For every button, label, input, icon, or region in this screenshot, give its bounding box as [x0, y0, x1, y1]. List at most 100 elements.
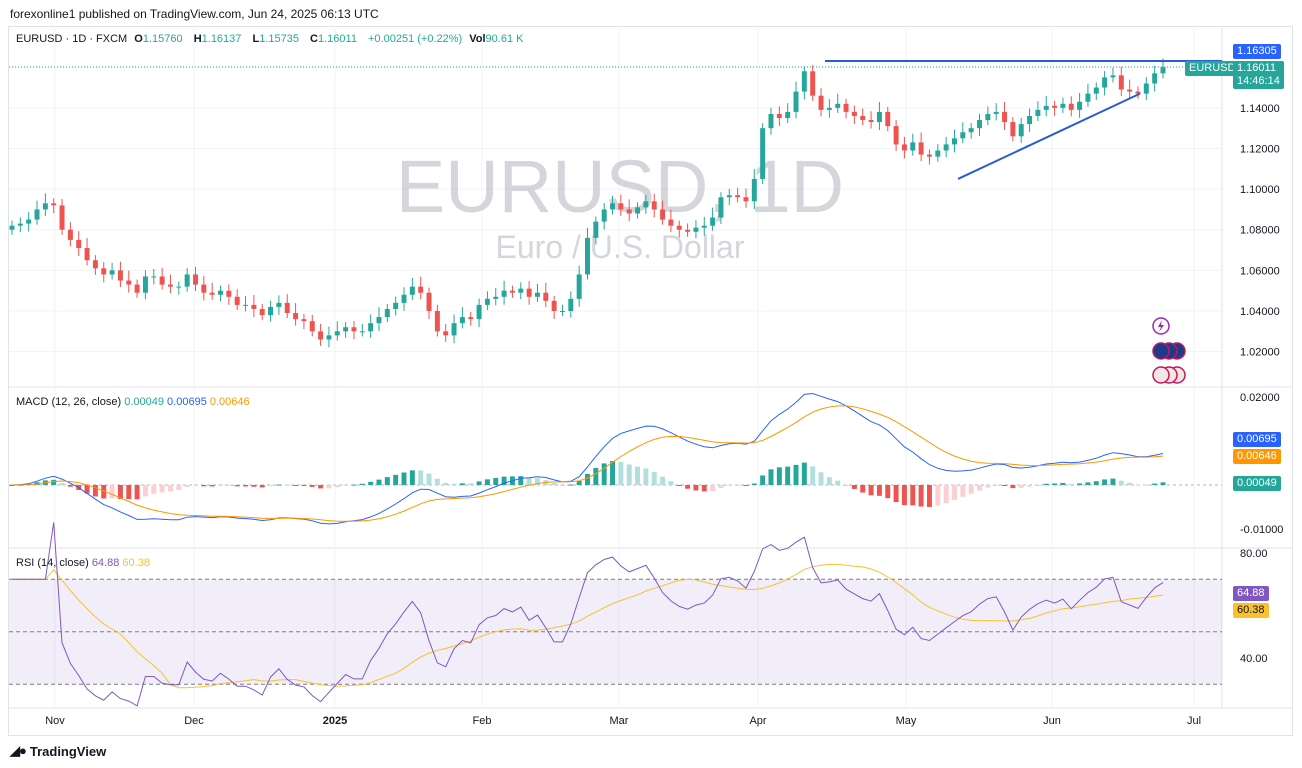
candle-body	[393, 302, 399, 309]
macd-histogram-bar	[126, 485, 132, 500]
candle-body	[384, 308, 390, 318]
macd-histogram-bar	[409, 470, 415, 485]
candle-body	[559, 311, 565, 312]
candle-body	[810, 71, 816, 96]
rsi-tick-label: 40.00	[1240, 653, 1268, 665]
symbol-tag: EURUSD	[1185, 61, 1240, 76]
macd-histogram-bar	[326, 485, 332, 489]
macd-histogram-bar	[159, 485, 165, 493]
macd-histogram-bar	[276, 484, 282, 486]
signal-line	[11, 405, 1164, 522]
macd-histogram-bar	[209, 485, 215, 487]
macd-histogram-bar	[960, 485, 966, 497]
macd-histogram-bar	[184, 485, 190, 487]
rsi-value: 64.88	[91, 557, 120, 569]
macd-histogram-bar	[751, 483, 757, 485]
macd-histogram-bar	[426, 473, 432, 485]
candle-body	[293, 313, 299, 320]
histogram-tag: 0.00049	[1233, 476, 1281, 491]
macd-histogram-bar	[801, 462, 807, 485]
macd-histogram-bar	[1043, 483, 1049, 485]
macd-histogram-bar	[968, 485, 974, 494]
macd-histogram-bar	[760, 475, 766, 485]
macd-histogram-bar	[810, 466, 816, 485]
macd-histogram-bar	[384, 477, 390, 485]
candle-body	[910, 142, 916, 151]
footer-brand[interactable]: ◢● TradingView	[10, 743, 106, 759]
candle-body	[551, 300, 557, 311]
macd-histogram-bar	[926, 485, 932, 507]
candle-body	[92, 260, 98, 269]
candle-body	[651, 201, 657, 210]
symbol-title[interactable]: EURUSD · 1D · FXCM	[16, 33, 128, 45]
candle-body	[1152, 73, 1158, 84]
macd-histogram-bar	[693, 485, 699, 491]
candle-body	[1018, 124, 1024, 137]
us-flag-icon[interactable]	[1152, 366, 1170, 384]
close-value: 1.16011	[317, 33, 357, 45]
candle-body	[801, 71, 807, 92]
candle-body	[977, 120, 982, 129]
macd-histogram-bar	[593, 467, 599, 485]
candle-body	[301, 319, 307, 322]
macd-histogram-bar	[142, 485, 148, 497]
event-markers[interactable]	[1150, 316, 1194, 386]
signal-line-tag: 0.00646	[1233, 449, 1281, 464]
macd-histogram-bar	[626, 464, 632, 485]
rsi-title[interactable]: RSI (14, close)	[16, 557, 89, 569]
candle-body	[134, 284, 140, 293]
macd-histogram-bar	[1160, 482, 1166, 485]
candle-body	[434, 311, 440, 332]
macd-line-tag: 0.00695	[1233, 432, 1281, 447]
candle-body	[426, 292, 432, 311]
macd-histogram-bar	[918, 485, 924, 507]
candle-body	[776, 113, 782, 119]
candle-body	[843, 103, 849, 112]
time-tick-label: Jun	[1043, 715, 1061, 727]
open-value: 1.15760	[142, 33, 183, 45]
candle-body	[818, 95, 824, 110]
macd-histogram-bar	[84, 485, 90, 494]
candle-body	[1085, 93, 1091, 102]
candle-body	[610, 203, 616, 210]
candle-body	[167, 284, 173, 287]
macd-legend: MACD (12, 26, close) 0.00049 0.00695 0.0…	[16, 396, 250, 408]
candle-body	[1135, 91, 1141, 94]
macd-histogram-bar	[218, 485, 223, 486]
eu-flag-icon[interactable]	[1152, 342, 1170, 360]
macd-histogram-bar	[293, 485, 299, 486]
candle-body	[826, 107, 832, 110]
candle-body	[1052, 105, 1058, 108]
candle-body	[268, 306, 274, 316]
candle-body	[459, 317, 465, 324]
candle-body	[42, 203, 48, 210]
macd-histogram-bar	[368, 481, 374, 485]
open-label: O	[134, 33, 143, 45]
macd-title[interactable]: MACD (12, 26, close)	[16, 396, 122, 408]
time-tick-label: 2025	[323, 715, 347, 727]
macd-histogram-bar	[876, 485, 882, 496]
candle-body	[626, 209, 632, 214]
macd-histogram-bar	[459, 483, 465, 485]
candle-body	[184, 274, 190, 287]
candle-body	[1102, 77, 1108, 88]
macd-histogram-bar	[109, 485, 115, 499]
macd-histogram-bar	[476, 481, 482, 485]
macd-histogram-bar	[301, 485, 307, 486]
candle-body	[718, 197, 724, 218]
macd-histogram-bar	[101, 485, 107, 499]
macd-histogram-bar	[1127, 482, 1133, 485]
candle-body	[243, 304, 249, 306]
candle-body	[176, 286, 182, 288]
macd-histogram-bar	[1118, 480, 1124, 485]
macd-histogram-bar	[201, 485, 207, 487]
candle-body	[318, 331, 324, 340]
candle-body	[710, 217, 716, 226]
candle-body	[26, 219, 32, 224]
watermark-description: Euro / U.S. Dollar	[496, 229, 745, 265]
candle-body	[67, 229, 73, 240]
candle-body	[968, 128, 974, 133]
macd-histogram-bar	[818, 472, 824, 485]
candle-body	[576, 274, 582, 299]
